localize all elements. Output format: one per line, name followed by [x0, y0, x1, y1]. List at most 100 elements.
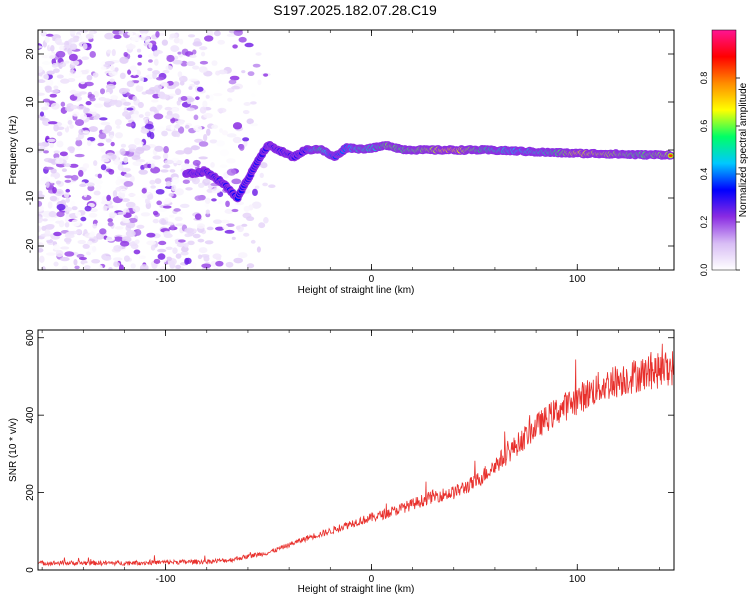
- spectrogram-noise-cell: [235, 201, 245, 206]
- spectrogram-noise-cell: [221, 130, 229, 136]
- spectrogram-noise-cell: [84, 81, 94, 87]
- spectrogram-noise-cell: [164, 197, 172, 204]
- spectrogram-noise-cell: [195, 96, 200, 101]
- spectrogram-noise-cell: [192, 41, 203, 47]
- spectrogram-noise-cell: [71, 206, 78, 211]
- spectrogram-noise-cell: [180, 96, 188, 102]
- spectrogram-noise-cell: [119, 148, 126, 156]
- spectrogram-noise-cell: [250, 123, 259, 127]
- y-tick-label: -10: [25, 190, 36, 205]
- spectrogram-noise-cell: [232, 44, 238, 49]
- spectrogram-noise-cell: [49, 195, 58, 202]
- spectrogram-noise-cell: [114, 118, 122, 126]
- spectrogram-noise-cell: [206, 226, 214, 231]
- spectrogram-noise-cell: [53, 244, 60, 251]
- spectrogram-noise-cell: [53, 231, 62, 237]
- spectrogram-noise-cell: [89, 108, 98, 112]
- spectrogram-noise-cell: [113, 204, 118, 211]
- spectrogram-noise-cell: [38, 247, 44, 253]
- spectrogram-noise-cell: [104, 32, 115, 40]
- spectrogram-noise-cell: [117, 164, 124, 171]
- spectrogram-noise-cell: [56, 131, 63, 137]
- spectrogram-noise-cell: [177, 239, 186, 243]
- spectrogram-noise-cell: [199, 46, 208, 51]
- spectrogram-noise-cell: [169, 214, 175, 218]
- spectrogram-noise-cell: [154, 145, 164, 152]
- spectrogram-noise-cell: [133, 229, 142, 236]
- spectrogram-noise-cell: [138, 169, 148, 175]
- snr-plot-area: [38, 343, 674, 567]
- spectrogram-noise-cell: [130, 175, 135, 183]
- spectrogram-noise-cell: [53, 261, 59, 267]
- spectrogram-noise-cell: [198, 156, 208, 160]
- spectrogram-noise-cell: [50, 89, 60, 94]
- spectrogram-noise-cell: [112, 190, 118, 198]
- spectrogram-noise-cell: [110, 65, 115, 71]
- spectrogram-noise-cell: [76, 253, 85, 258]
- spectrogram-noise-cell: [74, 70, 83, 77]
- spectrogram-noise-cell: [193, 114, 199, 121]
- spectrogram-noise-cell: [194, 213, 202, 220]
- spectrogram-noise-cell: [63, 163, 72, 168]
- spectrogram-noise-cell: [158, 240, 167, 246]
- spectrogram-noise-cell: [186, 61, 196, 67]
- spectrogram-noise-cell: [42, 218, 48, 222]
- spectrogram-noise-cell: [43, 150, 49, 154]
- spectrogram-noise-cell: [217, 78, 222, 84]
- spectrogram-noise-cell: [72, 111, 80, 117]
- spectrogram-noise-cell: [224, 229, 235, 234]
- spectrogram-noise-cell: [38, 142, 45, 147]
- spectrogram-noise-cell: [193, 125, 203, 132]
- spectrogram-noise-cell: [176, 100, 181, 106]
- spectrogram-noise-cell: [93, 103, 104, 108]
- spectrogram-noise-cell: [263, 73, 269, 77]
- spectrogram-noise-cell: [45, 252, 56, 256]
- spectrogram-noise-cell: [160, 169, 169, 173]
- spectrogram-noise-cell: [116, 125, 121, 129]
- spectrogram-noise-cell: [132, 205, 141, 213]
- spectrogram-noise-cell: [179, 203, 190, 208]
- spectrogram-noise-cell: [187, 240, 195, 246]
- spectrogram-noise-cell: [69, 43, 78, 51]
- spectrogram-noise-cell: [49, 176, 56, 184]
- spectrogram-noise-cell: [74, 153, 85, 158]
- spectrogram-noise-cell: [229, 75, 240, 81]
- spectrogram-noise-cell: [189, 54, 197, 58]
- spectrogram-noise-cell: [116, 176, 122, 180]
- spectrogram-noise-cell: [211, 187, 221, 194]
- spectrogram-noise-cell: [105, 91, 111, 99]
- spectrogram-noise-cell: [210, 161, 215, 168]
- spectrogram-noise-cell: [204, 197, 211, 204]
- spectrogram-noise-cell: [120, 143, 127, 148]
- spectrogram-noise-cell: [217, 39, 226, 45]
- spectrogram-noise-cell: [61, 168, 67, 172]
- spectrogram-noise-cell: [164, 159, 174, 165]
- spectrogram-noise-cell: [172, 59, 183, 65]
- colorbar-ticks: 0.0 0.2 0.4 0.6 0.8: [699, 72, 740, 276]
- spectrogram-noise-cell: [53, 68, 60, 73]
- spectrogram-noise-cell: [169, 93, 177, 97]
- spectrogram-noise-cell: [100, 147, 106, 153]
- spectrogram-noise-cell: [184, 158, 190, 165]
- spectrogram-noise-cell: [206, 128, 211, 136]
- spectrogram-noise-cell: [100, 158, 110, 163]
- spectrogram-noise-cell: [187, 34, 196, 38]
- spectrogram-noise-cell: [209, 139, 218, 144]
- spectrogram-noise-cell: [76, 105, 87, 110]
- snr-x-axis-label: Height of straight line (km): [298, 584, 415, 595]
- spectrogram-noise-cell: [244, 42, 254, 48]
- spectrogram-noise-cell: [243, 205, 251, 212]
- spectrogram-noise-cell: [99, 117, 108, 121]
- spectrogram-noise-cell: [150, 163, 155, 169]
- spectrogram-noise-cell: [199, 106, 207, 114]
- spectrogram-noise-cell: [41, 266, 46, 270]
- spectrogram-noise-cell: [148, 59, 153, 63]
- spectrogram-noise-cell: [169, 33, 178, 39]
- spectrogram-noise-cell: [60, 78, 70, 84]
- spectrogram-noise-cell: [150, 244, 156, 251]
- spectrogram-noise-cell: [73, 258, 78, 266]
- spectrogram-noise-cell: [154, 178, 162, 185]
- spectrogram-noise-cell: [70, 104, 78, 110]
- spectrogram-noise-cell: [65, 197, 70, 203]
